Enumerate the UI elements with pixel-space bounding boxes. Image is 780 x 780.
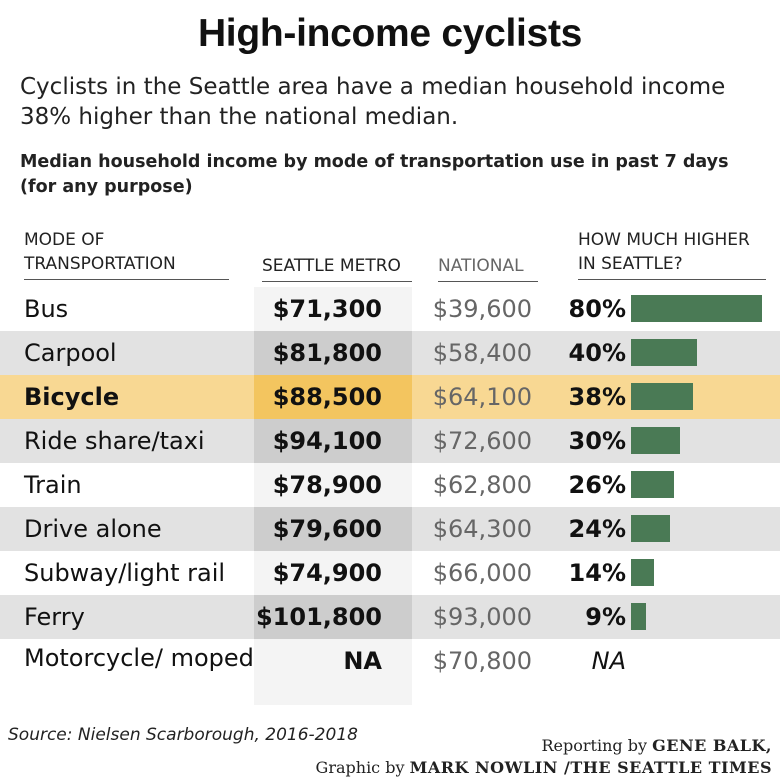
seattle-value: $81,800 <box>272 339 382 367</box>
percent-bar <box>631 603 646 630</box>
mode-label: Carpool <box>24 339 117 367</box>
table-row: Ferry $101,800 $93,000 9% <box>0 595 780 639</box>
table-row: Bus $71,300 $39,600 80% <box>0 287 780 331</box>
seattle-column-bg <box>254 287 412 331</box>
header-mode: MODE OF TRANSPORTATION <box>24 228 229 280</box>
mode-label: Bicycle <box>24 383 120 411</box>
national-value: $66,000 <box>432 559 532 587</box>
percent-higher: 26% <box>568 471 626 499</box>
seattle-value: $94,100 <box>272 427 382 455</box>
seattle-column-bg <box>254 419 412 463</box>
percent-bar <box>631 295 762 322</box>
table-row: Motorcycle/ moped NA $70,800 NA <box>0 639 780 705</box>
national-value: $64,300 <box>432 515 532 543</box>
national-value: $93,000 <box>432 603 532 631</box>
seattle-value: $74,900 <box>272 559 382 587</box>
percent-higher: 24% <box>568 515 626 543</box>
credit-graphic-prefix: Graphic by <box>315 758 405 777</box>
mode-label: Ferry <box>24 603 85 631</box>
seattle-column-bg <box>254 463 412 507</box>
table-row: Carpool $81,800 $58,400 40% <box>0 331 780 375</box>
mode-label: Motorcycle/ moped <box>24 644 254 672</box>
seattle-value: $101,800 <box>255 603 382 631</box>
national-value: $72,600 <box>432 427 532 455</box>
national-value: $58,400 <box>432 339 532 367</box>
seattle-column-bg <box>254 551 412 595</box>
seattle-column-bg <box>254 331 412 375</box>
percent-higher: 38% <box>568 383 626 411</box>
seattle-value: NA <box>343 647 382 675</box>
percent-higher: 40% <box>568 339 626 367</box>
chart-subtitle: Cyclists in the Seattle area have a medi… <box>20 74 726 130</box>
header-higher: HOW MUCH HIGHER IN SEATTLE? <box>578 228 766 280</box>
seattle-value: $88,500 <box>272 383 382 411</box>
seattle-value: $78,900 <box>272 471 382 499</box>
credit-reporting-prefix: Reporting by <box>541 736 647 755</box>
percent-higher: 14% <box>568 559 626 587</box>
percent-higher: 9% <box>585 603 626 631</box>
credit-graphic: Graphic by MARK NOWLIN /THE SEATTLE TIME… <box>316 758 772 777</box>
mode-label: Drive alone <box>24 515 162 543</box>
percent-bar <box>631 559 654 586</box>
header-national: NATIONAL <box>438 254 538 282</box>
mode-label: Subway/light rail <box>24 559 226 587</box>
table-row: Train $78,900 $62,800 26% <box>0 463 780 507</box>
percent-bar <box>631 339 697 366</box>
percent-higher: NA <box>591 647 626 675</box>
national-value: $62,800 <box>432 471 532 499</box>
seattle-value: $79,600 <box>272 515 382 543</box>
mode-label: Train <box>24 471 82 499</box>
seattle-column-bg <box>254 639 412 705</box>
source-note: Source: Nielsen Scarborough, 2016-2018 <box>8 725 358 745</box>
seattle-column-bg <box>254 595 412 639</box>
seattle-column-bg <box>254 507 412 551</box>
percent-bar <box>631 427 681 454</box>
table-row: Ride share/taxi $94,100 $72,600 30% <box>0 419 780 463</box>
table-row: Drive alone $79,600 $64,300 24% <box>0 507 780 551</box>
percent-higher: 30% <box>568 427 626 455</box>
credit-reporting-name: GENE BALK, <box>652 736 772 755</box>
credit-graphic-name: MARK NOWLIN /THE SEATTLE TIMES <box>409 758 772 777</box>
table-caption: Median household income by mode of trans… <box>20 152 729 197</box>
seattle-column-bg <box>254 375 412 419</box>
credit-reporting: Reporting by GENE BALK, <box>541 736 772 755</box>
national-value: $64,100 <box>432 383 532 411</box>
percent-higher: 80% <box>568 295 626 323</box>
chart-title-heading: High-income cyclists <box>197 12 583 55</box>
percent-bar <box>631 471 674 498</box>
percent-bar <box>631 515 671 542</box>
national-value: $70,800 <box>432 647 532 675</box>
percent-bar <box>631 383 694 410</box>
table-row: Subway/light rail $74,900 $66,000 14% <box>0 551 780 595</box>
national-value: $39,600 <box>432 295 532 323</box>
seattle-value: $71,300 <box>272 295 382 323</box>
mode-label: Bus <box>24 295 69 323</box>
mode-label: Ride share/taxi <box>24 427 205 455</box>
header-seattle: SEATTLE METRO <box>262 254 412 282</box>
table-row: Bicycle $88,500 $64,100 38% <box>0 375 780 419</box>
